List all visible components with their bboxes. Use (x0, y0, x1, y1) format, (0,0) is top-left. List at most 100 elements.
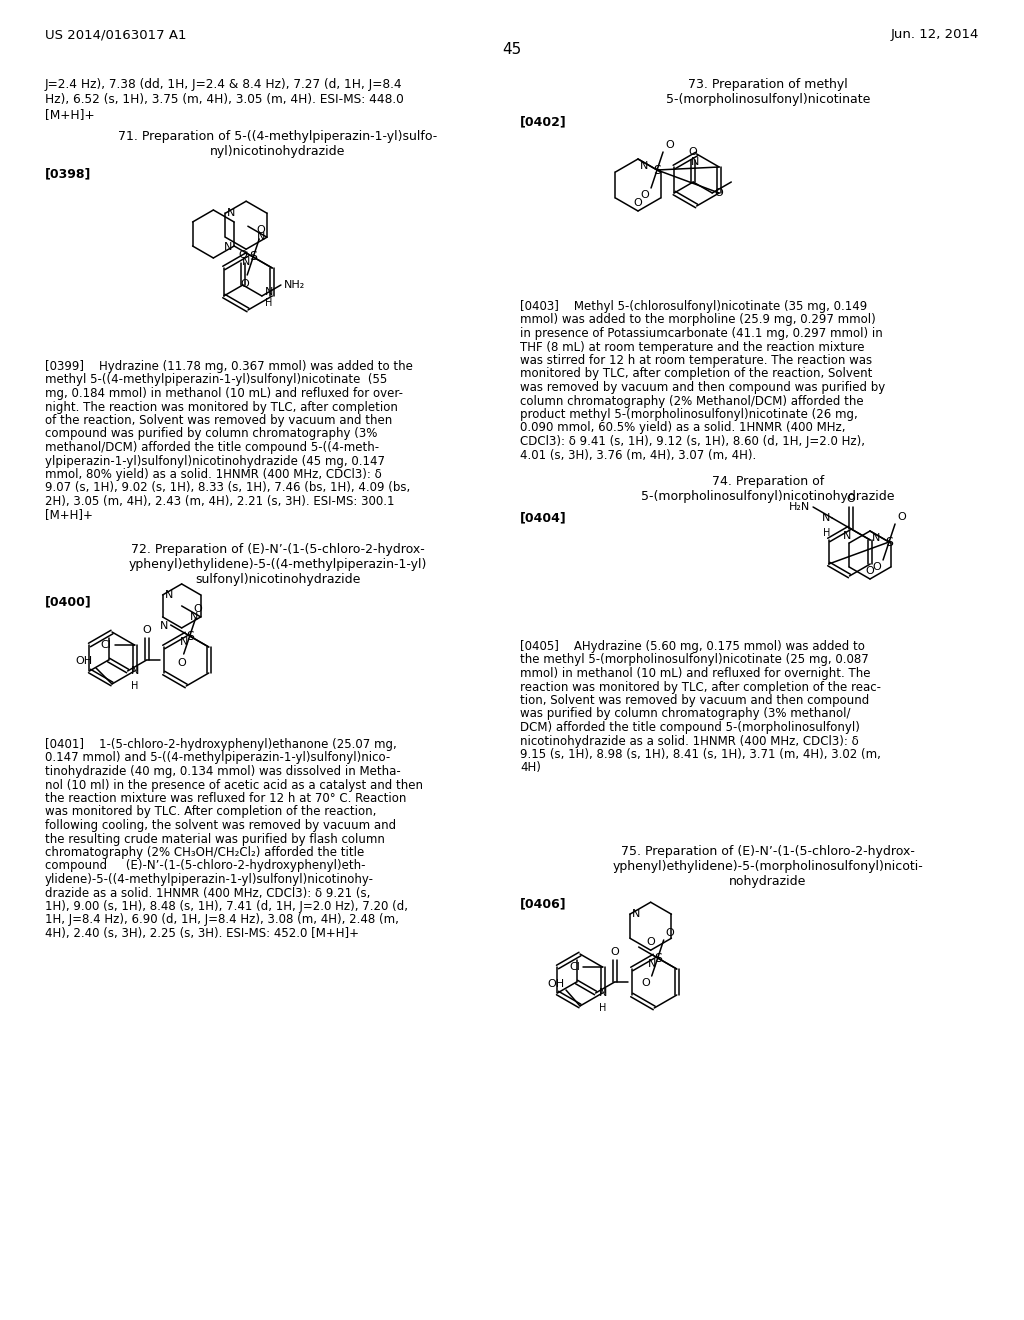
Text: [0405]    AHydrazine (5.60 mg, 0.175 mmol) was added to: [0405] AHydrazine (5.60 mg, 0.175 mmol) … (520, 640, 865, 653)
Text: H: H (822, 528, 830, 539)
Text: N: N (224, 242, 232, 252)
Text: night. The reaction was monitored by TLC, after completion: night. The reaction was monitored by TLC… (45, 400, 398, 413)
Text: was stirred for 12 h at room temperature. The reaction was: was stirred for 12 h at room temperature… (520, 354, 872, 367)
Text: [M+H]+: [M+H]+ (45, 108, 94, 121)
Text: 75. Preparation of (E)-N’-(1-(5-chloro-2-hydrox-: 75. Preparation of (E)-N’-(1-(5-chloro-2… (622, 845, 914, 858)
Text: mmol) in methanol (10 mL) and refluxed for overnight. The: mmol) in methanol (10 mL) and refluxed f… (520, 667, 870, 680)
Text: N: N (257, 232, 265, 242)
Text: O: O (897, 512, 906, 521)
Text: following cooling, the solvent was removed by vacuum and: following cooling, the solvent was remov… (45, 818, 396, 832)
Text: methyl 5-((4-methylpiperazin-1-yl)sulfonyl)nicotinate  (55: methyl 5-((4-methylpiperazin-1-yl)sulfon… (45, 374, 387, 387)
Text: 0.147 mmol) and 5-((4-methylpiperazin-1-yl)sulfonyl)nico-: 0.147 mmol) and 5-((4-methylpiperazin-1-… (45, 751, 390, 764)
Text: 0.090 mmol, 60.5% yield) as a solid. 1HNMR (400 MHz,: 0.090 mmol, 60.5% yield) as a solid. 1HN… (520, 421, 846, 434)
Text: N: N (599, 987, 607, 998)
Text: the reaction mixture was refluxed for 12 h at 70° C. Reaction: the reaction mixture was refluxed for 12… (45, 792, 407, 805)
Text: 4H), 2.40 (s, 3H), 2.25 (s, 3H). ESI-MS: 452.0 [M+H]+: 4H), 2.40 (s, 3H), 2.25 (s, 3H). ESI-MS:… (45, 927, 359, 940)
Text: yphenyl)ethylidene)-5-((4-methylpiperazin-1-yl): yphenyl)ethylidene)-5-((4-methylpiperazi… (129, 558, 427, 572)
Text: nol (10 ml) in the presence of acetic acid as a catalyst and then: nol (10 ml) in the presence of acetic ac… (45, 779, 423, 792)
Text: O: O (634, 198, 642, 209)
Text: tion, Solvent was removed by vacuum and then compound: tion, Solvent was removed by vacuum and … (520, 694, 869, 708)
Text: [0400]: [0400] (45, 595, 92, 609)
Text: nicotinohydrazide as a solid. 1HNMR (400 MHz, CDCl3): δ: nicotinohydrazide as a solid. 1HNMR (400… (520, 734, 859, 747)
Text: O: O (847, 494, 856, 504)
Text: ylpiperazin-1-yl)sulfonyl)nicotinohydrazide (45 mg, 0.147: ylpiperazin-1-yl)sulfonyl)nicotinohydraz… (45, 454, 385, 467)
Text: [0404]: [0404] (520, 511, 566, 524)
Text: monitored by TLC, after completion of the reaction, Solvent: monitored by TLC, after completion of th… (520, 367, 872, 380)
Text: O: O (241, 279, 250, 289)
Text: N: N (227, 209, 236, 218)
Text: O: O (865, 566, 874, 576)
Text: CDCl3): δ 9.41 (s, 1H), 9.12 (s, 1H), 8.60 (d, 1H, J=2.0 Hz),: CDCl3): δ 9.41 (s, 1H), 9.12 (s, 1H), 8.… (520, 436, 865, 447)
Text: O: O (610, 946, 620, 957)
Text: O: O (872, 562, 881, 572)
Text: O: O (194, 605, 202, 614)
Text: 72. Preparation of (E)-N’-(1-(5-chloro-2-hydrox-: 72. Preparation of (E)-N’-(1-(5-chloro-2… (131, 543, 425, 556)
Text: N: N (640, 161, 648, 172)
Text: N: N (265, 286, 273, 297)
Text: [0406]: [0406] (520, 898, 566, 909)
Text: chromatography (2% CH₃OH/CH₂Cl₂) afforded the title: chromatography (2% CH₃OH/CH₂Cl₂) afforde… (45, 846, 365, 859)
Text: S: S (653, 164, 662, 177)
Text: was monitored by TLC. After completion of the reaction,: was monitored by TLC. After completion o… (45, 805, 377, 818)
Text: 4H): 4H) (520, 762, 541, 775)
Text: [0402]: [0402] (520, 115, 566, 128)
Text: 4.01 (s, 3H), 3.76 (m, 4H), 3.07 (m, 4H).: 4.01 (s, 3H), 3.76 (m, 4H), 3.07 (m, 4H)… (520, 449, 757, 462)
Text: O: O (640, 190, 649, 201)
Text: O: O (715, 187, 723, 198)
Text: S: S (653, 952, 662, 965)
Text: Jun. 12, 2014: Jun. 12, 2014 (891, 28, 979, 41)
Text: mmol) was added to the morpholine (25.9 mg, 0.297 mmol): mmol) was added to the morpholine (25.9 … (520, 314, 876, 326)
Text: H₂N: H₂N (788, 502, 810, 512)
Text: mmol, 80% yield) as a solid. 1HNMR (400 MHz, CDCl3): δ: mmol, 80% yield) as a solid. 1HNMR (400 … (45, 469, 382, 480)
Text: 45: 45 (503, 42, 521, 57)
Text: N: N (242, 257, 250, 267)
Text: O: O (177, 657, 186, 668)
Text: S: S (885, 536, 893, 549)
Text: sulfonyl)nicotinohydrazide: sulfonyl)nicotinohydrazide (196, 573, 360, 586)
Text: O: O (689, 147, 697, 157)
Text: product methyl 5-(morpholinosulfonyl)nicotinate (26 mg,: product methyl 5-(morpholinosulfonyl)nic… (520, 408, 858, 421)
Text: in presence of Potassiumcarbonate (41.1 mg, 0.297 mmol) in: in presence of Potassiumcarbonate (41.1 … (520, 327, 883, 341)
Text: Cl: Cl (569, 962, 581, 972)
Text: US 2014/0163017 A1: US 2014/0163017 A1 (45, 28, 186, 41)
Text: the methyl 5-(morpholinosulfonyl)nicotinate (25 mg, 0.087: the methyl 5-(morpholinosulfonyl)nicotin… (520, 653, 868, 667)
Text: O: O (646, 937, 655, 948)
Text: N: N (632, 909, 640, 919)
Text: THF (8 mL) at room temperature and the reaction mixture: THF (8 mL) at room temperature and the r… (520, 341, 864, 354)
Text: Cl: Cl (100, 640, 112, 649)
Text: N: N (165, 590, 173, 601)
Text: 5-(morpholinosulfonyl)nicotinohydrazide: 5-(morpholinosulfonyl)nicotinohydrazide (641, 490, 895, 503)
Text: NH₂: NH₂ (284, 280, 305, 290)
Text: 2H), 3.05 (m, 4H), 2.43 (m, 4H), 2.21 (s, 3H). ESI-MS: 300.1: 2H), 3.05 (m, 4H), 2.43 (m, 4H), 2.21 (s… (45, 495, 394, 508)
Text: [0401]    1-(5-chloro-2-hydroxyphenyl)ethanone (25.07 mg,: [0401] 1-(5-chloro-2-hydroxyphenyl)ethan… (45, 738, 396, 751)
Text: [M+H]+: [M+H]+ (45, 508, 93, 521)
Text: the resulting crude material was purified by flash column: the resulting crude material was purifie… (45, 833, 385, 846)
Text: methanol/DCM) afforded the title compound 5-((4-meth-: methanol/DCM) afforded the title compoun… (45, 441, 379, 454)
Text: nyl)nicotinohydrazide: nyl)nicotinohydrazide (210, 145, 346, 158)
Text: Hz), 6.52 (s, 1H), 3.75 (m, 4H), 3.05 (m, 4H). ESI-MS: 448.0: Hz), 6.52 (s, 1H), 3.75 (m, 4H), 3.05 (m… (45, 92, 403, 106)
Text: 1H), 9.00 (s, 1H), 8.48 (s, 1H), 7.41 (d, 1H, J=2.0 Hz), 7.20 (d,: 1H), 9.00 (s, 1H), 8.48 (s, 1H), 7.41 (d… (45, 900, 408, 913)
Text: reaction was monitored by TLC, after completion of the reac-: reaction was monitored by TLC, after com… (520, 681, 881, 693)
Text: H: H (265, 298, 272, 308)
Text: 1H, J=8.4 Hz), 6.90 (d, 1H, J=8.4 Hz), 3.08 (m, 4H), 2.48 (m,: 1H, J=8.4 Hz), 6.90 (d, 1H, J=8.4 Hz), 3… (45, 913, 399, 927)
Text: O: O (641, 978, 649, 987)
Text: S: S (249, 251, 257, 264)
Text: OH: OH (76, 656, 93, 667)
Text: tinohydrazide (40 mg, 0.134 mmol) was dissolved in Metha-: tinohydrazide (40 mg, 0.134 mmol) was di… (45, 766, 400, 777)
Text: mg, 0.184 mmol) in methanol (10 mL) and refluxed for over-: mg, 0.184 mmol) in methanol (10 mL) and … (45, 387, 403, 400)
Text: 9.15 (s, 1H), 8.98 (s, 1H), 8.41 (s, 1H), 3.71 (m, 4H), 3.02 (m,: 9.15 (s, 1H), 8.98 (s, 1H), 8.41 (s, 1H)… (520, 748, 881, 762)
Text: O: O (257, 224, 265, 235)
Text: H: H (131, 681, 138, 690)
Text: O: O (665, 140, 674, 150)
Text: compound was purified by column chromatography (3%: compound was purified by column chromato… (45, 428, 378, 441)
Text: OH: OH (547, 979, 564, 989)
Text: N: N (648, 960, 656, 969)
Text: N: N (180, 638, 188, 647)
Text: ylidene)-5-((4-methylpiperazin-1-yl)sulfonyl)nicotinohy-: ylidene)-5-((4-methylpiperazin-1-yl)sulf… (45, 873, 374, 886)
Text: O: O (142, 624, 151, 635)
Text: 9.07 (s, 1H), 9.02 (s, 1H), 8.33 (s, 1H), 7.46 (bs, 1H), 4.09 (bs,: 9.07 (s, 1H), 9.02 (s, 1H), 8.33 (s, 1H)… (45, 482, 411, 495)
Text: O: O (239, 249, 247, 260)
Text: [0403]    Methyl 5-(chlorosulfonyl)nicotinate (35 mg, 0.149: [0403] Methyl 5-(chlorosulfonyl)nicotina… (520, 300, 867, 313)
Text: N: N (131, 667, 139, 676)
Text: column chromatography (2% Methanol/DCM) afforded the: column chromatography (2% Methanol/DCM) … (520, 395, 863, 408)
